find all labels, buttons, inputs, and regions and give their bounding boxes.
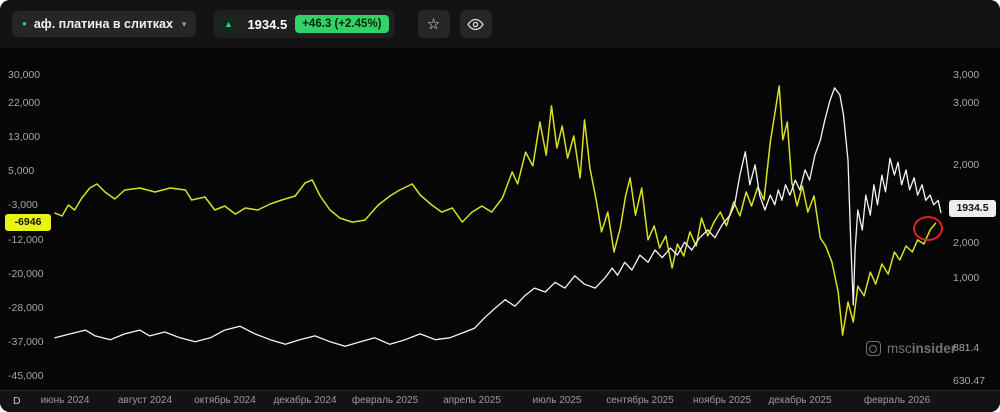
left-last-value-badge: -6946	[5, 214, 51, 231]
time-tick-label: сентябрь 2025	[606, 395, 674, 406]
chart-toolbar: ● аф. платина в слитках ▾ ▲ 1934.5 +46.3…	[0, 0, 1000, 48]
brand-icon	[865, 341, 881, 356]
watermark-logo: mscinsider	[865, 341, 956, 356]
axis-tick-label: 30,000	[8, 69, 41, 81]
axis-tick-label: 13,000	[8, 131, 41, 143]
chevron-down-icon: ▾	[181, 18, 187, 29]
axis-tick-label: -37,000	[8, 336, 44, 348]
axis-tick-label: 2,000	[953, 159, 980, 171]
star-icon: ☆	[426, 15, 441, 33]
time-tick-label: декабрь 2024	[273, 395, 337, 406]
axis-tick-label: -28,000	[8, 302, 44, 314]
left-price-axis[interactable]: 30,000 22,000 13,000 5,000 -3,000 -12,000 -20,…	[0, 48, 50, 390]
time-tick-label: февраль 2026	[863, 395, 931, 406]
axis-tick-label: -45,000	[8, 370, 44, 382]
time-tick-label: февраль 2025	[351, 395, 419, 406]
visibility-button[interactable]	[459, 10, 492, 38]
price-summary: ▲ 1934.5 +46.3 (+2.45%)	[214, 10, 394, 38]
trend-up-icon: ▲	[223, 18, 233, 29]
right-axis-series-line[interactable]	[54, 87, 942, 347]
axis-tick-label: 1,000	[953, 272, 980, 284]
highlight-circle-annotation[interactable]	[913, 215, 943, 241]
left-axis-series-line[interactable]	[54, 85, 937, 336]
chart-area[interactable]: 30,000 22,000 13,000 5,000 -3,000 -12,000 -20,…	[0, 48, 1000, 390]
time-tick-label: октябрь 2024	[194, 395, 256, 406]
time-tick-label: декабрь 2025	[768, 395, 832, 406]
trend-up-icon-box: ▲	[217, 13, 240, 35]
symbol-name: аф. платина в слитках	[33, 17, 173, 31]
axis-tick-label: 22,000	[8, 97, 41, 109]
chart-canvas[interactable]	[0, 48, 1000, 390]
time-tick-label: апрель 2025	[443, 395, 501, 406]
axis-tick-label: 3,000	[953, 97, 980, 109]
last-price: 1934.5	[247, 16, 288, 32]
brand-prefix: msc	[886, 341, 912, 356]
timeframe-label[interactable]: D	[13, 395, 21, 407]
axis-tick-label: 630.47	[953, 375, 986, 387]
time-axis[interactable]: D июнь 2024 август 2024 октябрь 2024 декабр…	[0, 390, 1000, 412]
symbol-selector[interactable]: ● аф. платина в слитках ▾	[12, 11, 197, 37]
axis-tick-label: 2,000	[953, 237, 980, 249]
price-change-badge: +46.3 (+2.45%)	[295, 15, 389, 33]
axis-tick-label: 3,000	[953, 69, 980, 81]
axis-tick-label: -3,000	[8, 199, 38, 211]
axis-tick-label: -20,000	[8, 268, 44, 280]
right-last-value-badge: 1934.5	[949, 200, 996, 217]
time-tick-label: август 2024	[117, 395, 173, 406]
right-price-axis[interactable]: 3,000 3,000 2,000 2,000 1,000 881.4 630.47	[950, 48, 1000, 390]
time-tick-label: июнь 2024	[40, 395, 90, 406]
eye-icon	[467, 18, 484, 30]
favorite-button[interactable]: ☆	[417, 10, 450, 38]
symbol-status-dot-icon: ●	[22, 19, 27, 28]
axis-tick-label: -12,000	[8, 234, 44, 246]
time-tick-label: июль 2025	[532, 395, 582, 406]
axis-tick-label: 881.4	[953, 342, 980, 354]
axis-tick-label: 5,000	[8, 165, 35, 177]
time-tick-label: ноябрь 2025	[692, 395, 752, 406]
brand-suffix: insider	[911, 341, 956, 356]
